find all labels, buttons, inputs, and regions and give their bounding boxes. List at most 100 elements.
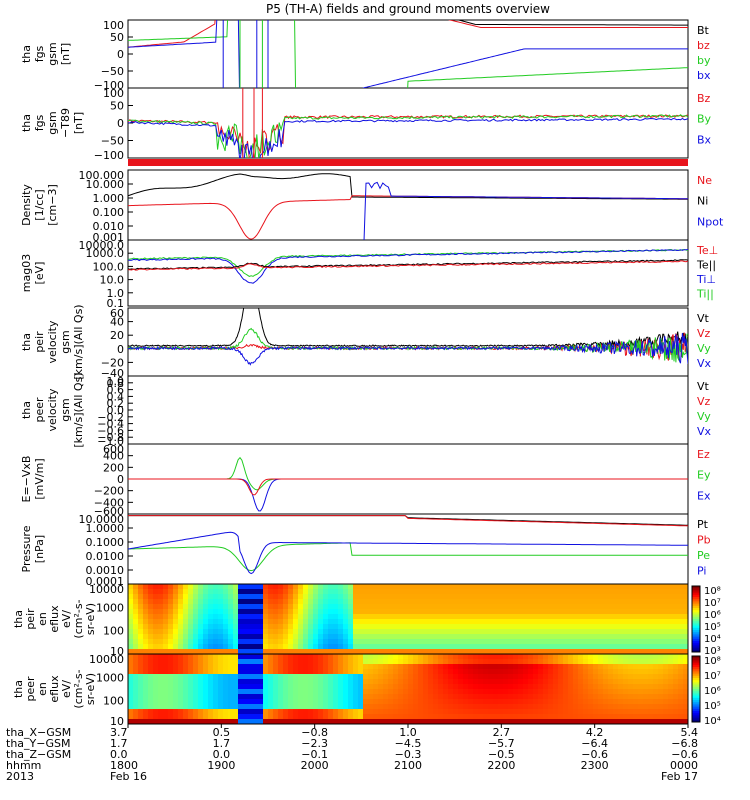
- heatmap-cell: [233, 664, 239, 670]
- heatmap-cell: [683, 654, 688, 660]
- heatmap-cell: [663, 659, 669, 665]
- heatmap-cell: [598, 584, 604, 590]
- heatmap-cell: [203, 629, 209, 635]
- heatmap-cell: [128, 684, 134, 690]
- heatmap-cell: [193, 649, 199, 654]
- heatmap-cell: [553, 714, 559, 720]
- heatmap-cell: [393, 594, 399, 600]
- heatmap-cell: [388, 664, 394, 670]
- heatmap-cell: [638, 674, 644, 680]
- heatmap-cell: [663, 619, 669, 625]
- heatmap-cell: [528, 699, 534, 705]
- colorbar-step: [692, 636, 700, 640]
- heatmap-cell: [473, 654, 479, 660]
- heatmap-cell: [558, 704, 564, 710]
- y-tick-label: 100: [103, 19, 124, 32]
- heatmap-cell: [628, 624, 634, 630]
- heatmap-cell: [528, 704, 534, 710]
- heatmap-cell: [343, 609, 349, 615]
- heatmap-cell: [298, 634, 304, 640]
- y-tick-label: 100: [103, 87, 124, 100]
- heatmap-cell: [338, 599, 344, 605]
- heatmap-cell: [428, 709, 434, 715]
- heatmap-cell: [343, 709, 349, 715]
- heatmap-cell: [358, 584, 364, 590]
- heatmap-cell: [508, 674, 514, 680]
- heatmap-cell: [188, 634, 194, 640]
- heatmap-cell: [453, 589, 459, 595]
- heatmap-cell: [253, 599, 259, 605]
- heatmap-cell: [143, 624, 149, 630]
- heatmap-cell: [398, 709, 404, 715]
- heatmap-cell: [513, 594, 519, 600]
- heatmap-cell: [648, 609, 654, 615]
- colorbar-step: [692, 614, 700, 618]
- heatmap-cell: [243, 604, 249, 610]
- heatmap-cell: [408, 689, 414, 695]
- heatmap-cell: [293, 599, 299, 605]
- colorbar-step: [692, 612, 700, 616]
- heatmap-cell: [558, 669, 564, 675]
- heatmap-cell: [313, 674, 319, 680]
- heatmap-cell: [498, 619, 504, 625]
- heatmap-cell: [143, 669, 149, 675]
- heatmap-cell: [333, 599, 339, 605]
- heatmap-cell: [173, 584, 179, 590]
- legend-entry-Vt: Vt: [697, 312, 710, 325]
- heatmap-cell: [578, 584, 584, 590]
- heatmap-cell: [393, 649, 399, 654]
- heatmap-cell: [188, 669, 194, 675]
- heatmap-cell: [418, 599, 424, 605]
- heatmap-cell: [628, 679, 634, 685]
- heatmap-cell: [578, 599, 584, 605]
- heatmap-cell: [253, 684, 259, 690]
- heatmap-cell: [628, 709, 634, 715]
- heatmap-cell: [568, 629, 574, 635]
- heatmap-cell: [583, 669, 589, 675]
- heatmap-cell: [568, 709, 574, 715]
- heatmap-cell: [493, 634, 499, 640]
- heatmap-cell: [293, 689, 299, 695]
- heatmap-cell: [218, 669, 224, 675]
- heatmap-cell: [228, 664, 234, 670]
- heatmap-cell: [568, 594, 574, 600]
- heatmap-cell: [603, 689, 609, 695]
- heatmap-cell: [608, 639, 614, 645]
- heatmap-cell: [203, 589, 209, 595]
- heatmap-cell: [553, 624, 559, 630]
- heatmap-cell: [418, 624, 424, 630]
- x-axis-value: 3.7: [110, 726, 128, 739]
- heatmap-cell: [333, 659, 339, 665]
- legend-entry-Vz: Vz: [697, 327, 711, 340]
- heatmap-cell: [418, 639, 424, 645]
- heatmap-cell: [678, 589, 684, 595]
- heatmap-cell: [428, 719, 434, 724]
- heatmap-cell: [373, 684, 379, 690]
- heatmap-cell: [448, 614, 454, 620]
- heatmap-cell: [243, 659, 249, 665]
- heatmap-cell: [573, 709, 579, 715]
- heatmap-cell: [153, 639, 159, 645]
- heatmap-cell: [533, 639, 539, 645]
- heatmap-cell: [453, 644, 459, 650]
- heatmap-cell: [213, 609, 219, 615]
- heatmap-cell: [538, 624, 544, 630]
- heatmap-cell: [593, 664, 599, 670]
- heatmap-cell: [313, 619, 319, 625]
- y-axis-label: (cm²-s-: [72, 599, 85, 638]
- heatmap-cell: [448, 619, 454, 625]
- heatmap-cell: [213, 674, 219, 680]
- heatmap-cell: [363, 654, 369, 660]
- series-Bt: [456, 20, 688, 26]
- heatmap-cell: [158, 709, 164, 715]
- heatmap-cell: [283, 649, 289, 654]
- heatmap-cell: [573, 664, 579, 670]
- colorbar-label: 10⁷: [704, 598, 721, 609]
- heatmap-cell: [213, 684, 219, 690]
- heatmap-cell: [543, 634, 549, 640]
- heatmap-cell: [418, 629, 424, 635]
- heatmap-cell: [673, 704, 679, 710]
- heatmap-cell: [408, 694, 414, 700]
- heatmap-cell: [568, 654, 574, 660]
